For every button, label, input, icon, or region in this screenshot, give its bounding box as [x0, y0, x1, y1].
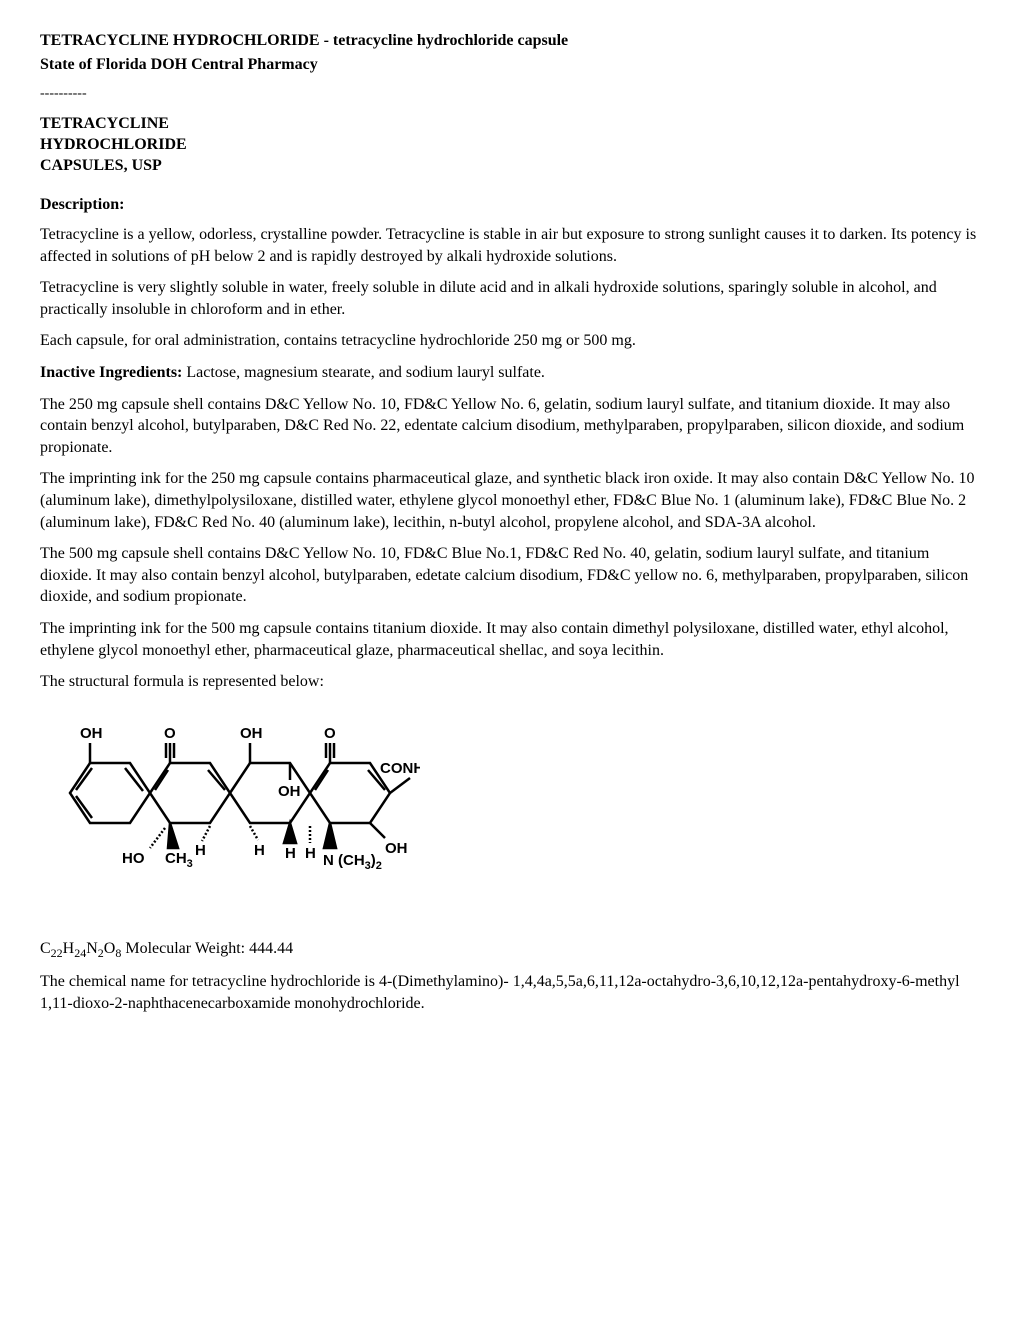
description-para6: The 500 mg capsule shell contains D&C Ye…	[40, 543, 980, 608]
description-para4: The 250 mg capsule shell contains D&C Ye…	[40, 394, 980, 459]
description-para7: The imprinting ink for the 500 mg capsul…	[40, 618, 980, 661]
description-para5: The imprinting ink for the 250 mg capsul…	[40, 468, 980, 533]
inactive-ingredients: Inactive Ingredients: Lactose, magnesium…	[40, 362, 980, 384]
doc-subtitle: State of Florida DOH Central Pharmacy	[40, 54, 980, 76]
sub-header-line3: CAPSULES, USP	[40, 156, 980, 177]
label-h1: H	[195, 842, 206, 859]
sub-header-line1: TETRACYCLINE	[40, 114, 980, 135]
separator: ----------	[40, 85, 980, 104]
description-para1: Tetracycline is a yellow, odorless, crys…	[40, 224, 980, 267]
sub-header-line2: HYDROCHLORIDE	[40, 135, 980, 156]
chemical-name-para: The chemical name for tetracycline hydro…	[40, 971, 980, 1014]
doc-title: TETRACYCLINE HYDROCHLORIDE - tetracyclin…	[40, 30, 980, 52]
description-para2: Tetracycline is very slightly soluble in…	[40, 277, 980, 320]
inactive-text: Lactose, magnesium stearate, and sodium …	[182, 364, 545, 381]
formula-n: N	[86, 940, 98, 957]
label-o-1: O	[164, 725, 176, 742]
inactive-label: Inactive Ingredients:	[40, 364, 182, 381]
label-ho: HO	[122, 850, 145, 867]
label-oh-inner: OH	[278, 783, 301, 800]
label-ch3: CH3	[165, 850, 193, 870]
label-oh-topmid: OH	[240, 725, 263, 742]
label-oh-topleft: OH	[80, 725, 103, 742]
label-oh-right: OH	[385, 840, 408, 857]
molecular-formula: C22H24N2O8 Molecular Weight: 444.44	[40, 938, 980, 961]
formula-weight: Molecular Weight: 444.44	[121, 940, 293, 957]
label-h2b: H	[285, 845, 296, 862]
formula-c: C	[40, 940, 51, 957]
description-para3: Each capsule, for oral administration, c…	[40, 330, 980, 352]
label-conh2: CONH2	[380, 760, 420, 780]
label-nch32: N (CH3)2	[323, 852, 382, 872]
formula-h-sub: 24	[74, 946, 86, 960]
chemical-structure-diagram: OH O OH O OH CONH2 OH HO CH3 H H H H N (…	[40, 708, 980, 918]
formula-o: O	[104, 940, 116, 957]
formula-h: H	[63, 940, 75, 957]
label-h2: H	[254, 842, 265, 859]
label-h3: H	[305, 845, 316, 862]
description-heading: Description:	[40, 194, 980, 216]
product-name-header: TETRACYCLINE HYDROCHLORIDE CAPSULES, USP	[40, 114, 980, 176]
formula-c-sub: 22	[51, 946, 63, 960]
label-o-2: O	[324, 725, 336, 742]
description-para8: The structural formula is represented be…	[40, 671, 980, 693]
